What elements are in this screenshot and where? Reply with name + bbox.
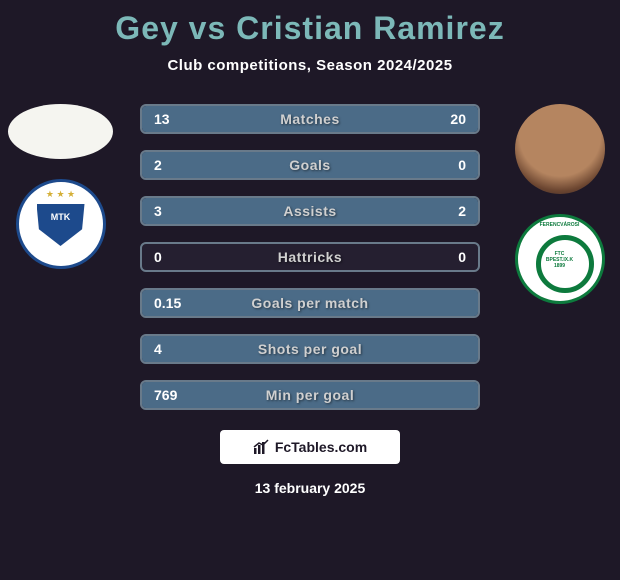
stat-label: Min per goal [142, 382, 478, 408]
page-title: Gey vs Cristian Ramirez [0, 0, 620, 47]
stat-label: Goals [142, 152, 478, 178]
stat-value-left: 769 [154, 382, 177, 408]
subtitle: Club competitions, Season 2024/2025 [0, 57, 620, 74]
stat-row: Min per goal769 [140, 380, 480, 410]
brand-label: FcTables.com [275, 439, 367, 455]
player-right-column: FTCBPEST.IX.K1899 [507, 104, 612, 304]
stat-value-left: 13 [154, 106, 170, 132]
stat-value-right: 0 [458, 152, 466, 178]
stat-row: Hattricks0 0 [140, 242, 480, 272]
club-badge-right-inner: FTCBPEST.IX.K1899 [518, 251, 602, 269]
stat-row: Matches13 20 [140, 104, 480, 134]
stat-row: Assists3 2 [140, 196, 480, 226]
stat-value-left: 3 [154, 198, 162, 224]
comparison-panel: ★ ★ ★ FTCBPEST.IX.K1899 Matches1320Goals… [0, 104, 620, 410]
club-badge-right: FTCBPEST.IX.K1899 [515, 214, 605, 304]
stat-value-left: 0 [154, 244, 162, 270]
chart-icon [253, 439, 269, 455]
brand-badge: FcTables.com [220, 430, 400, 464]
stat-value-right: 20 [450, 106, 466, 132]
stat-label: Shots per goal [142, 336, 478, 362]
club-badge-left: ★ ★ ★ [16, 179, 106, 269]
stat-value-left: 4 [154, 336, 162, 362]
player-left-avatar [8, 104, 113, 159]
star-icon: ★ ★ ★ [19, 189, 103, 200]
stat-row: Shots per goal4 [140, 334, 480, 364]
stat-value-left: 0.15 [154, 290, 181, 316]
stat-label: Goals per match [142, 290, 478, 316]
stat-row: Goals2 0 [140, 150, 480, 180]
stat-value-right: 0 [458, 244, 466, 270]
stat-label: Assists [142, 198, 478, 224]
stat-label: Matches [142, 106, 478, 132]
player-right-avatar [515, 104, 605, 194]
stat-value-left: 2 [154, 152, 162, 178]
stat-row: Goals per match0.15 [140, 288, 480, 318]
footer-date: 13 february 2025 [0, 480, 620, 496]
stat-value-right: 2 [458, 198, 466, 224]
player-left-column: ★ ★ ★ [8, 104, 113, 269]
stat-label: Hattricks [142, 244, 478, 270]
stats-list: Matches1320Goals20Assists32Hattricks00Go… [140, 104, 480, 410]
